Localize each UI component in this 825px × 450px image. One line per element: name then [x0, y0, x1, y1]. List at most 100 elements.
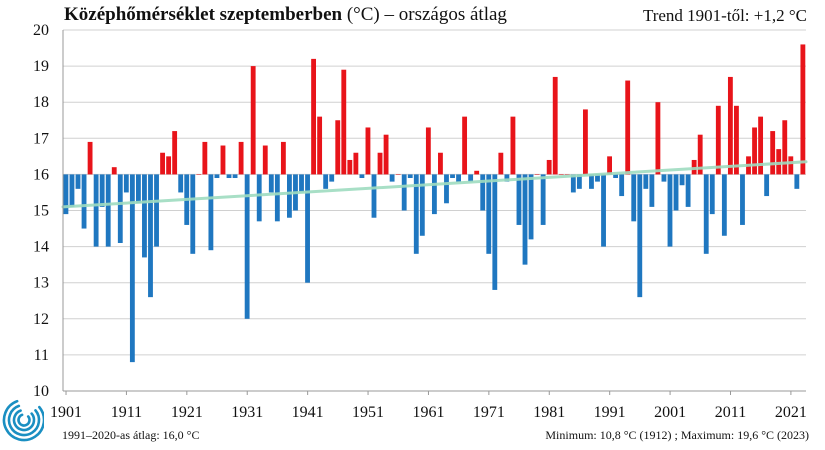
bar [444, 174, 449, 204]
bar [637, 174, 643, 298]
bar [685, 174, 691, 207]
bar [69, 174, 75, 207]
bar [142, 174, 147, 258]
bar [721, 174, 727, 236]
bar [770, 131, 776, 175]
bar [123, 174, 129, 193]
bar [758, 116, 764, 175]
bar [486, 174, 492, 254]
bar [540, 174, 546, 225]
x-tick-label: 1991 [594, 404, 626, 421]
bar [353, 152, 359, 175]
bar [287, 174, 292, 218]
bar [697, 134, 703, 175]
bar [244, 174, 250, 319]
bar [238, 141, 244, 175]
bar [661, 174, 667, 182]
bar [492, 174, 498, 290]
bar [552, 76, 558, 175]
min-max-note: Minimum: 10,8 °C (1912) ; Maximum: 19,6 … [545, 428, 809, 442]
bar [576, 174, 582, 189]
x-tick-label: 2001 [654, 404, 686, 421]
bar [371, 174, 377, 218]
x-tick-label: 1911 [111, 404, 142, 421]
bar [740, 174, 745, 225]
y-tick-label: 17 [33, 130, 49, 147]
bar [546, 159, 552, 175]
bar [474, 170, 480, 175]
x-tick-label: 1921 [171, 404, 203, 421]
bar [214, 174, 220, 179]
bar [280, 141, 286, 175]
bar [764, 174, 770, 197]
bar [268, 174, 274, 193]
bar [413, 174, 419, 254]
bar [166, 156, 172, 175]
bar [709, 174, 715, 215]
met-service-logo-icon [2, 399, 44, 442]
bar [208, 174, 214, 251]
bar [148, 174, 153, 298]
bar [389, 174, 395, 182]
x-tick-label: 1961 [412, 404, 444, 421]
x-tick-label: 2021 [775, 404, 807, 421]
bar [359, 174, 365, 179]
y-tick-label: 15 [33, 203, 49, 220]
bar [365, 127, 371, 175]
bar [564, 174, 570, 175]
x-tick-label: 1981 [533, 404, 565, 421]
bar [220, 145, 226, 175]
bar [431, 174, 437, 215]
chart-title: Középhőmérséklet szeptemberben (°C) – or… [64, 4, 507, 26]
bar [456, 174, 461, 182]
bar [589, 174, 594, 189]
logo-arc [2, 399, 44, 442]
bar [679, 174, 685, 186]
x-tick-label: 1971 [473, 404, 505, 421]
bar [794, 174, 800, 189]
bar [311, 58, 317, 175]
bar [480, 174, 486, 211]
bar [401, 174, 407, 211]
bar [75, 174, 81, 189]
bar [715, 105, 721, 175]
chart-title-unit: (°C) – országos átlag [342, 4, 507, 25]
bar [468, 174, 474, 182]
x-tick-labels: 1901 1911 1921 1931 1941 1951 1961 1971 1981 1991… [50, 391, 807, 421]
bar [335, 120, 341, 175]
baseline-note: 1991–2020-as átlag: 16,0 °C [62, 428, 200, 442]
y-tick-label: 16 [33, 166, 49, 183]
bar [528, 174, 534, 240]
bar [87, 141, 93, 175]
bar [782, 120, 788, 175]
y-tick-label: 11 [34, 347, 49, 364]
bar [129, 174, 135, 363]
bar [377, 152, 383, 175]
bar [631, 174, 637, 222]
bar [262, 145, 268, 175]
bar [419, 174, 425, 236]
bar [438, 152, 443, 175]
bar [673, 174, 679, 211]
logo-arc [12, 409, 36, 432]
bar [226, 174, 232, 179]
y-tick-label: 13 [33, 275, 49, 292]
bar [341, 69, 347, 175]
bar [99, 174, 105, 207]
bar [196, 174, 202, 175]
bar [667, 174, 673, 247]
chart-title-main: Középhőmérséklet szeptemberben [64, 4, 343, 25]
bar [347, 159, 353, 175]
bar [788, 156, 794, 175]
y-tick-label: 19 [33, 58, 49, 75]
x-tick-label: 1901 [50, 404, 82, 421]
bar [522, 174, 528, 265]
bar [202, 141, 208, 175]
trend-label: Trend 1901-től: +1,2 °C [642, 6, 807, 25]
bar [643, 174, 649, 189]
bar [727, 76, 733, 175]
y-tick-label: 20 [33, 22, 49, 39]
bar [407, 174, 413, 179]
bar [752, 127, 757, 175]
logo-arc [17, 413, 31, 427]
